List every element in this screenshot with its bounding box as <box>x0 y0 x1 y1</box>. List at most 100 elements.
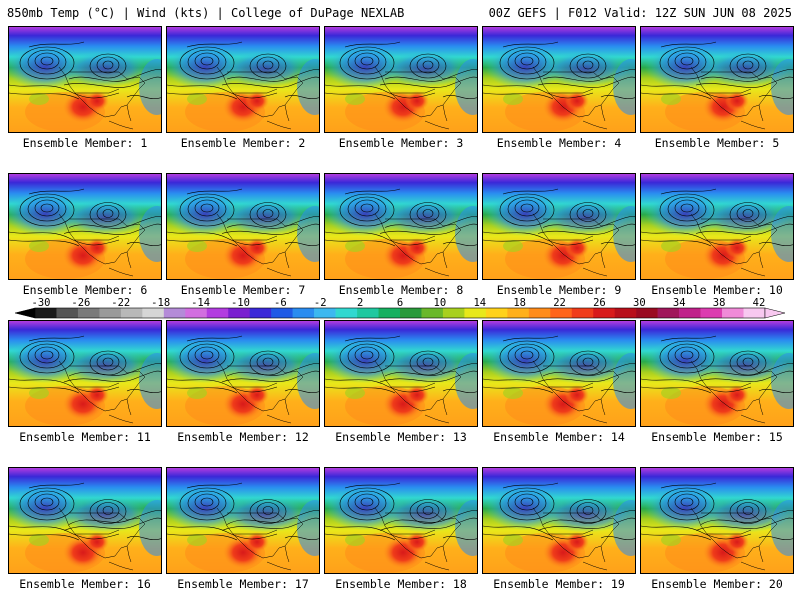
map-panel-member-7 <box>166 173 320 280</box>
member-label-13: Ensemble Member: 13 <box>335 430 467 444</box>
colorbar-swatch <box>593 308 616 318</box>
member-label-12: Ensemble Member: 12 <box>177 430 309 444</box>
member-label-4: Ensemble Member: 4 <box>496 136 622 150</box>
colorbar-tick-label: 26 <box>593 297 606 309</box>
colorbar-swatch <box>679 308 701 318</box>
colorbar-high-arrow <box>764 307 786 319</box>
map-panel-member-6 <box>8 173 162 280</box>
map-panel-member-10 <box>640 173 794 280</box>
colorbar-swatch <box>206 308 229 318</box>
colorbar-swatch <box>464 308 487 318</box>
colorbar-swatch <box>335 308 358 318</box>
colorbar-tick-label: -10 <box>230 297 250 309</box>
member-label-8: Ensemble Member: 8 <box>338 283 464 297</box>
colorbar-swatch <box>292 308 315 318</box>
colorbar-swatch <box>357 308 379 318</box>
member-label-17: Ensemble Member: 17 <box>177 577 309 591</box>
colorbar-swatch <box>185 308 208 318</box>
map-panel-member-17 <box>166 467 320 574</box>
colorbar-tick-label: 38 <box>712 297 726 309</box>
map-panel-member-4 <box>482 26 636 133</box>
colorbar-tick-label: 2 <box>356 297 364 309</box>
colorbar-swatch <box>378 308 401 318</box>
member-label-3: Ensemble Member: 3 <box>338 136 464 150</box>
colorbar-swatch <box>722 308 744 318</box>
colorbar-tick-label: 22 <box>553 297 566 309</box>
map-panel-member-18 <box>324 467 478 574</box>
chart-title: 850mb Temp (°C) | Wind (kts) | College o… <box>7 6 405 20</box>
member-label-10: Ensemble Member: 10 <box>651 283 783 297</box>
colorbar-swatch <box>528 308 551 318</box>
colorbar-swatch <box>421 308 444 318</box>
member-label-15: Ensemble Member: 15 <box>651 430 783 444</box>
colorbar-swatch <box>163 308 186 318</box>
colorbar-swatch <box>314 308 336 318</box>
map-panel-member-3 <box>324 26 478 133</box>
colorbar-swatch <box>249 308 272 318</box>
colorbar-swatch <box>657 308 680 318</box>
colorbar-swatch <box>743 308 766 318</box>
temperature-colorbar: -30 -26 -22 -18 -14 -10 -6 -2 2 6 10 14 18 22 26 30 34 38… <box>14 297 786 328</box>
member-label-9: Ensemble Member: 9 <box>496 283 622 297</box>
map-panel-member-5 <box>640 26 794 133</box>
colorbar-tick-label: 10 <box>433 297 447 309</box>
member-label-20: Ensemble Member: 20 <box>651 577 783 591</box>
colorbar-swatch <box>507 308 530 318</box>
map-panel-member-9 <box>482 173 636 280</box>
header: 850mb Temp (°C) | Wind (kts) | College o… <box>0 0 800 22</box>
colorbar-tick-label: -30 <box>31 297 51 309</box>
colorbar-tick-label: 42 <box>752 297 766 309</box>
member-label-19: Ensemble Member: 19 <box>493 577 625 591</box>
colorbar-swatch <box>636 308 658 318</box>
map-panel-member-11 <box>8 320 162 427</box>
colorbar-swatch <box>228 308 251 318</box>
colorbar-tick-label: -18 <box>151 297 171 309</box>
map-panel-member-15 <box>640 320 794 427</box>
map-panel-member-20 <box>640 467 794 574</box>
colorbar-swatch <box>77 308 100 318</box>
map-panel-member-14 <box>482 320 636 427</box>
member-label-1: Ensemble Member: 1 <box>22 136 148 150</box>
colorbar-tick-label: 30 <box>633 297 646 309</box>
colorbar-swatch <box>271 308 293 318</box>
member-label-5: Ensemble Member: 5 <box>654 136 780 150</box>
colorbar-tick-label: -2 <box>313 297 327 309</box>
colorbar-swatch <box>571 308 594 318</box>
map-panel-member-19 <box>482 467 636 574</box>
map-panel-member-8 <box>324 173 478 280</box>
member-label-2: Ensemble Member: 2 <box>180 136 306 150</box>
colorbar-swatch <box>550 308 573 318</box>
map-panel-member-2 <box>166 26 320 133</box>
member-label-16: Ensemble Member: 16 <box>19 577 151 591</box>
colorbar-swatch <box>442 308 465 318</box>
member-label-11: Ensemble Member: 11 <box>19 430 151 444</box>
colorbar-tick-label: -22 <box>111 297 131 309</box>
member-label-14: Ensemble Member: 14 <box>493 430 625 444</box>
colorbar-swatch <box>400 308 422 318</box>
member-label-7: Ensemble Member: 7 <box>180 283 306 297</box>
colorbar-tick-label: 14 <box>473 297 487 309</box>
colorbar-swatch <box>56 308 79 318</box>
colorbar-swatch <box>614 308 637 318</box>
colorbar-swatch <box>142 308 165 318</box>
run-valid-time: 00Z GEFS | F012 Valid: 12Z SUN JUN 08 20… <box>488 6 792 20</box>
map-panel-member-13 <box>324 320 478 427</box>
colorbar-tick-label: -6 <box>274 297 287 309</box>
colorbar-low-arrow <box>14 307 36 319</box>
colorbar-tick-label: 6 <box>396 297 404 309</box>
colorbar-swatch <box>700 308 723 318</box>
member-label-18: Ensemble Member: 18 <box>335 577 467 591</box>
colorbar-tick-labels: -30 -26 -22 -18 -14 -10 -6 -2 2 6 10 14 18 22 26 30 34 38… <box>15 297 785 309</box>
colorbar-swatch <box>485 308 508 318</box>
colorbar-swatch <box>35 308 57 318</box>
colorbar-tick-label: -26 <box>71 297 91 309</box>
map-panel-member-16 <box>8 467 162 574</box>
colorbar-tick-label: 18 <box>513 297 526 309</box>
colorbar-tick-label: 34 <box>672 297 686 309</box>
colorbar-tick-label: -14 <box>191 297 211 309</box>
map-panel-member-1 <box>8 26 162 133</box>
colorbar-swatch <box>120 308 143 318</box>
colorbar-scale <box>14 307 786 319</box>
colorbar-swatch <box>99 308 122 318</box>
member-label-6: Ensemble Member: 6 <box>22 283 148 297</box>
